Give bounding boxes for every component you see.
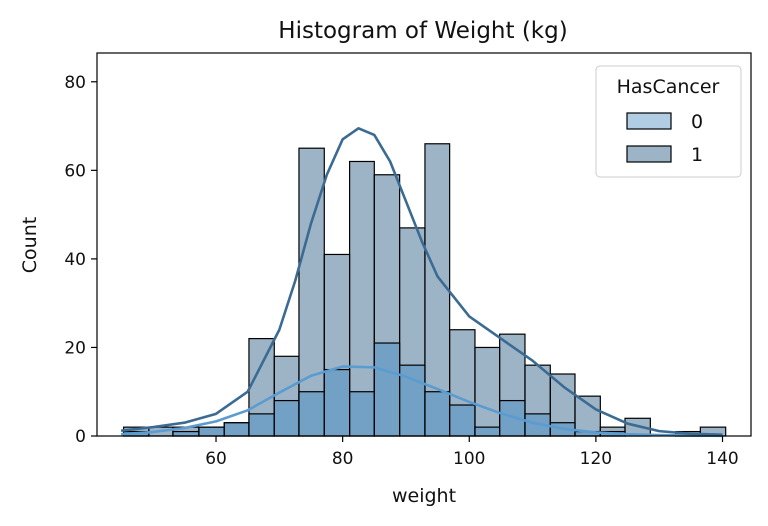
y-tick-label: 20 — [64, 338, 86, 358]
bar-series-0-bin-12 — [424, 391, 451, 437]
legend-swatch-0 — [626, 112, 672, 130]
bar-series-0-bin-5 — [248, 413, 275, 437]
kde-line-1 — [120, 126, 723, 436]
x-axis-label: weight — [392, 485, 456, 507]
y-axis-ticks: 0 20 40 60 80 — [64, 73, 97, 447]
bar-series-1-bin-14 — [474, 346, 501, 437]
bar-series-0-bin-3 — [198, 426, 225, 437]
chart-title: Histogram of Weight (kg) — [278, 18, 567, 44]
kde-line-0 — [120, 365, 723, 438]
y-tick-label: 0 — [75, 427, 86, 447]
plot-frame — [96, 52, 752, 437]
legend-title: HasCancer — [617, 76, 720, 98]
x-axis-ticks: 60 80 100 120 140 — [205, 436, 739, 469]
y-tick-label: 60 — [64, 161, 86, 181]
x-tick-label: 140 — [706, 449, 738, 469]
x-tick-label: 120 — [580, 449, 612, 469]
bar-series-0-bin-8 — [323, 368, 351, 437]
bar-series-0-bin-9 — [349, 391, 375, 437]
y-tick-label: 80 — [64, 73, 86, 93]
bar-series-0-bin-13 — [449, 404, 476, 437]
bar-series-0-bin-2 — [172, 430, 200, 437]
bar-series-0-bin-7 — [298, 391, 325, 437]
legend-label-0: 0 — [691, 111, 703, 133]
bar-series-0-bin-6 — [273, 399, 300, 437]
x-tick-label: 80 — [332, 449, 354, 469]
bar-series-0-bin-4 — [223, 422, 250, 437]
y-axis-label: Count — [19, 217, 41, 273]
bar-series-1-bin-12 — [424, 143, 451, 437]
kde-curves — [120, 126, 723, 438]
legend-label-1: 1 — [691, 144, 703, 166]
x-tick-label: 100 — [453, 449, 485, 469]
x-tick-label: 60 — [205, 449, 227, 469]
bar-series-0-bin-14 — [474, 426, 501, 437]
legend-swatch-1 — [626, 145, 672, 163]
y-tick-label: 40 — [64, 250, 86, 270]
bar-series-0-bin-10 — [373, 342, 401, 437]
legend: HasCancer 0 1 — [595, 65, 742, 178]
